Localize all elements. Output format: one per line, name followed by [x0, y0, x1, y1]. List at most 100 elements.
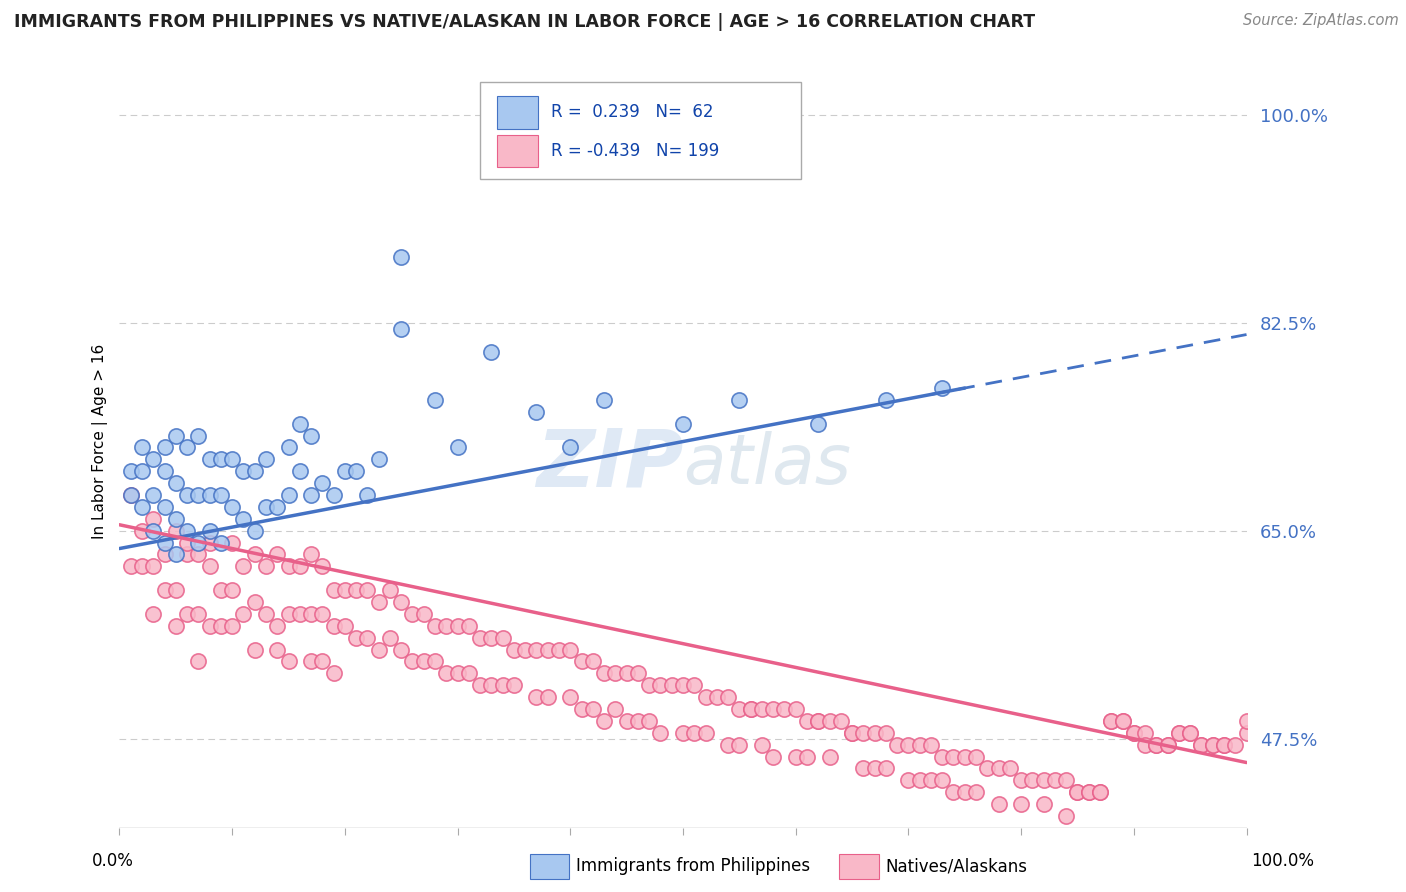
- Point: [423, 392, 446, 407]
- Point: [232, 607, 254, 621]
- Point: [142, 512, 165, 526]
- Point: [1077, 785, 1099, 799]
- Point: [1111, 714, 1133, 728]
- Point: [1111, 714, 1133, 728]
- Point: [953, 749, 976, 764]
- Point: [852, 726, 875, 740]
- Point: [311, 559, 333, 574]
- Point: [1099, 714, 1122, 728]
- Point: [356, 583, 378, 598]
- Point: [942, 749, 965, 764]
- Point: [762, 702, 785, 716]
- Text: R =  0.239   N=  62: R = 0.239 N= 62: [551, 103, 714, 120]
- Point: [389, 595, 412, 609]
- Point: [1191, 738, 1213, 752]
- Point: [537, 642, 560, 657]
- Point: [807, 417, 830, 431]
- Point: [886, 738, 908, 752]
- Point: [176, 535, 198, 549]
- Point: [728, 392, 751, 407]
- Point: [187, 655, 209, 669]
- Point: [254, 500, 277, 514]
- Point: [446, 441, 468, 455]
- Point: [187, 607, 209, 621]
- Point: [322, 666, 344, 681]
- Point: [571, 702, 593, 716]
- Point: [479, 345, 502, 359]
- Point: [209, 488, 232, 502]
- Point: [333, 583, 356, 598]
- Point: [1180, 726, 1202, 740]
- Point: [288, 464, 311, 478]
- Point: [1043, 773, 1066, 788]
- Point: [176, 524, 198, 538]
- Point: [142, 524, 165, 538]
- Point: [537, 690, 560, 705]
- Point: [322, 488, 344, 502]
- Point: [288, 559, 311, 574]
- Point: [153, 500, 176, 514]
- Text: R = -0.439   N= 199: R = -0.439 N= 199: [551, 142, 720, 160]
- Point: [841, 726, 863, 740]
- Point: [875, 392, 897, 407]
- Point: [299, 488, 322, 502]
- Point: [807, 714, 830, 728]
- Point: [863, 762, 886, 776]
- Point: [378, 631, 401, 645]
- Point: [423, 655, 446, 669]
- Point: [412, 655, 434, 669]
- Point: [717, 738, 740, 752]
- Point: [165, 428, 187, 442]
- Point: [176, 548, 198, 562]
- Point: [165, 583, 187, 598]
- Point: [311, 476, 333, 491]
- Point: [908, 738, 931, 752]
- Point: [976, 762, 998, 776]
- Point: [434, 619, 457, 633]
- Point: [288, 607, 311, 621]
- Point: [142, 607, 165, 621]
- Point: [515, 642, 537, 657]
- Point: [1156, 738, 1178, 752]
- Point: [142, 559, 165, 574]
- Point: [571, 655, 593, 669]
- Point: [367, 595, 389, 609]
- Point: [818, 749, 841, 764]
- Point: [683, 678, 706, 692]
- Point: [299, 548, 322, 562]
- Point: [277, 559, 299, 574]
- Point: [389, 642, 412, 657]
- Point: [311, 655, 333, 669]
- Point: [1236, 714, 1258, 728]
- Point: [582, 655, 605, 669]
- Point: [773, 702, 796, 716]
- Point: [1156, 738, 1178, 752]
- Point: [131, 559, 153, 574]
- Point: [1144, 738, 1167, 752]
- Point: [209, 619, 232, 633]
- Point: [367, 642, 389, 657]
- Point: [120, 488, 142, 502]
- Point: [401, 607, 423, 621]
- Point: [728, 738, 751, 752]
- Point: [389, 250, 412, 264]
- Point: [221, 583, 243, 598]
- Point: [299, 607, 322, 621]
- Point: [1010, 797, 1032, 812]
- Point: [389, 321, 412, 335]
- Point: [479, 631, 502, 645]
- Point: [153, 441, 176, 455]
- Point: [796, 714, 818, 728]
- Point: [1213, 738, 1236, 752]
- Point: [423, 619, 446, 633]
- Point: [153, 535, 176, 549]
- Point: [232, 512, 254, 526]
- Point: [311, 607, 333, 621]
- Text: Source: ZipAtlas.com: Source: ZipAtlas.com: [1243, 13, 1399, 29]
- Point: [987, 797, 1010, 812]
- Text: 0.0%: 0.0%: [91, 852, 134, 870]
- Point: [953, 785, 976, 799]
- Point: [1099, 714, 1122, 728]
- Point: [344, 464, 367, 478]
- Point: [560, 690, 582, 705]
